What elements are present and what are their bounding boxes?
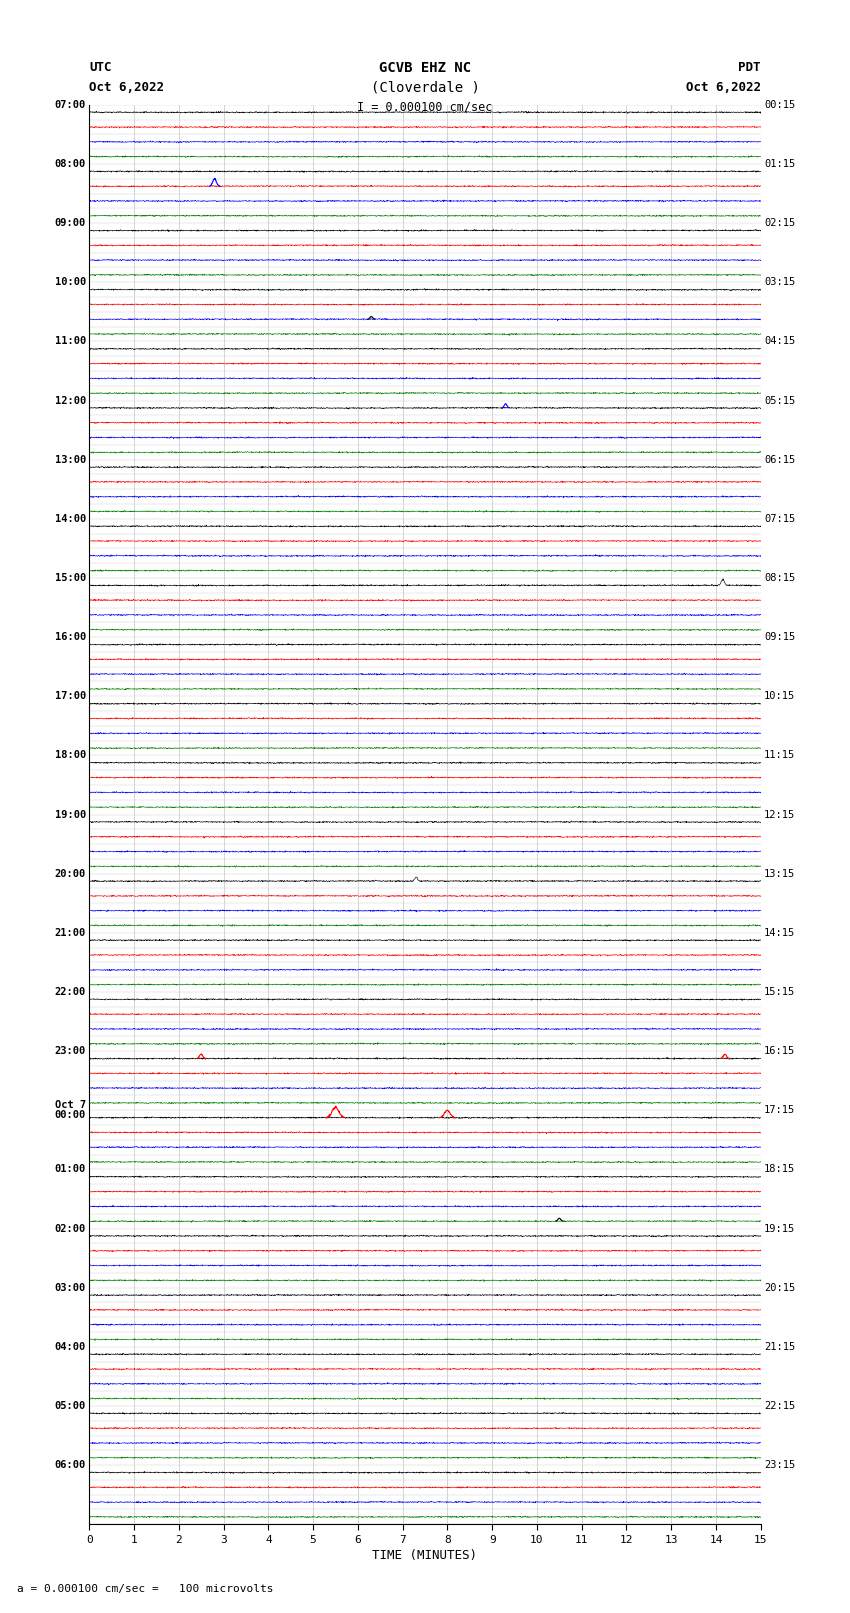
Text: PDT: PDT xyxy=(739,61,761,74)
Text: (Cloverdale ): (Cloverdale ) xyxy=(371,81,479,95)
Text: 08:15: 08:15 xyxy=(764,573,796,582)
Text: 18:15: 18:15 xyxy=(764,1165,796,1174)
Text: a = 0.000100 cm/sec =   100 microvolts: a = 0.000100 cm/sec = 100 microvolts xyxy=(17,1584,274,1594)
Text: 16:15: 16:15 xyxy=(764,1047,796,1057)
Text: 04:15: 04:15 xyxy=(764,337,796,347)
Text: 01:00: 01:00 xyxy=(54,1165,86,1174)
Text: 11:15: 11:15 xyxy=(764,750,796,760)
Text: 05:15: 05:15 xyxy=(764,395,796,405)
Text: 02:00: 02:00 xyxy=(54,1224,86,1234)
Text: 03:00: 03:00 xyxy=(54,1282,86,1292)
Text: 17:00: 17:00 xyxy=(54,692,86,702)
Text: 16:00: 16:00 xyxy=(54,632,86,642)
Text: 11:00: 11:00 xyxy=(54,337,86,347)
Text: 06:00: 06:00 xyxy=(54,1460,86,1469)
Text: 07:00: 07:00 xyxy=(54,100,86,110)
Text: 19:00: 19:00 xyxy=(54,810,86,819)
Text: 14:00: 14:00 xyxy=(54,515,86,524)
Text: 15:15: 15:15 xyxy=(764,987,796,997)
Text: 01:15: 01:15 xyxy=(764,160,796,169)
Text: Oct 6,2022: Oct 6,2022 xyxy=(89,81,164,94)
Text: 10:00: 10:00 xyxy=(54,277,86,287)
Text: 22:00: 22:00 xyxy=(54,987,86,997)
Text: 09:15: 09:15 xyxy=(764,632,796,642)
Text: 03:15: 03:15 xyxy=(764,277,796,287)
Text: 18:00: 18:00 xyxy=(54,750,86,760)
Text: 20:15: 20:15 xyxy=(764,1282,796,1292)
Text: 17:15: 17:15 xyxy=(764,1105,796,1115)
Text: 09:00: 09:00 xyxy=(54,218,86,227)
Text: Oct 7: Oct 7 xyxy=(54,1100,86,1110)
Text: 06:15: 06:15 xyxy=(764,455,796,465)
Text: 23:00: 23:00 xyxy=(54,1047,86,1057)
Text: 20:00: 20:00 xyxy=(54,869,86,879)
Text: 21:00: 21:00 xyxy=(54,927,86,937)
Text: 08:00: 08:00 xyxy=(54,160,86,169)
Text: 14:15: 14:15 xyxy=(764,927,796,937)
Text: I = 0.000100 cm/sec: I = 0.000100 cm/sec xyxy=(357,100,493,113)
X-axis label: TIME (MINUTES): TIME (MINUTES) xyxy=(372,1548,478,1561)
Text: Oct 6,2022: Oct 6,2022 xyxy=(686,81,761,94)
Text: 13:00: 13:00 xyxy=(54,455,86,465)
Text: 05:00: 05:00 xyxy=(54,1402,86,1411)
Text: GCVB EHZ NC: GCVB EHZ NC xyxy=(379,61,471,76)
Text: 02:15: 02:15 xyxy=(764,218,796,227)
Text: 15:00: 15:00 xyxy=(54,573,86,582)
Text: 00:15: 00:15 xyxy=(764,100,796,110)
Text: 07:15: 07:15 xyxy=(764,515,796,524)
Text: 12:00: 12:00 xyxy=(54,395,86,405)
Text: 22:15: 22:15 xyxy=(764,1402,796,1411)
Text: 12:15: 12:15 xyxy=(764,810,796,819)
Text: UTC: UTC xyxy=(89,61,111,74)
Text: 23:15: 23:15 xyxy=(764,1460,796,1469)
Text: 19:15: 19:15 xyxy=(764,1224,796,1234)
Text: 21:15: 21:15 xyxy=(764,1342,796,1352)
Text: 00:00: 00:00 xyxy=(54,1110,86,1121)
Text: 13:15: 13:15 xyxy=(764,869,796,879)
Text: 04:00: 04:00 xyxy=(54,1342,86,1352)
Text: 10:15: 10:15 xyxy=(764,692,796,702)
